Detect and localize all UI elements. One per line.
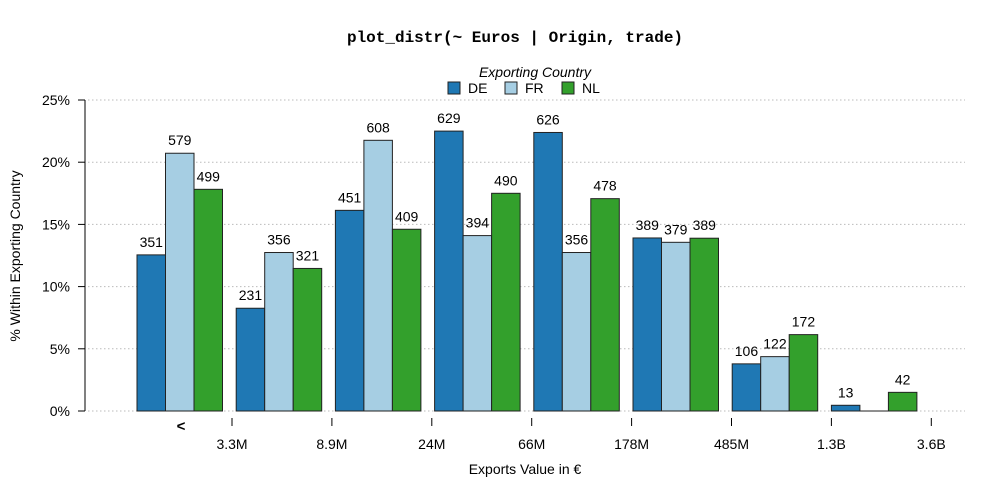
bar-value-label: 629 — [437, 110, 461, 126]
x-tick-label: 3.3M — [216, 436, 247, 452]
x-tick-label: 3.6B — [917, 436, 946, 452]
legend-label-DE: DE — [468, 80, 487, 96]
bar-DE-2 — [235, 307, 266, 412]
y-tick-label: 25% — [42, 92, 70, 108]
bar-value-label: 394 — [466, 215, 490, 231]
bar-NL-1 — [193, 188, 223, 412]
y-tick-label: 15% — [42, 216, 70, 232]
bar-value-label: 451 — [338, 189, 362, 205]
bar-DE-7 — [731, 363, 762, 412]
bar-value-label: 356 — [565, 232, 589, 248]
legend-swatch-DE — [447, 81, 461, 95]
bar-DE-3 — [334, 209, 365, 412]
bar-value-label: 379 — [664, 221, 688, 237]
y-tick-label: 10% — [42, 279, 70, 295]
x-tick-label: 66M — [518, 436, 545, 452]
bar-value-label: 351 — [140, 234, 164, 250]
bar-value-label: 409 — [395, 208, 419, 224]
legend-label-NL: NL — [582, 80, 600, 96]
y-tick-label: 0% — [50, 403, 70, 419]
x-tick-label: 485M — [714, 436, 749, 452]
bar-value-label: 231 — [239, 287, 263, 303]
bar-value-label: 172 — [792, 314, 816, 330]
bar-FR-3 — [363, 139, 393, 412]
bar-FR-1 — [165, 152, 195, 412]
legend-title: Exporting Country — [479, 64, 592, 80]
bar-FR-2 — [264, 252, 294, 412]
x-tick-label: 1.3B — [817, 436, 846, 452]
bar-value-label: 389 — [693, 217, 717, 233]
bar-value-label: 13 — [838, 384, 854, 400]
bar-value-label: 389 — [636, 217, 660, 233]
legend-swatch-NL — [561, 81, 575, 95]
bar-NL-6 — [689, 237, 719, 412]
y-axis-label: % Within Exporting Country — [7, 170, 23, 341]
bar-value-label: 626 — [536, 111, 560, 127]
bar-NL-7 — [788, 334, 819, 412]
first-bin-label: < — [177, 418, 186, 435]
x-tick-label: 178M — [614, 436, 649, 452]
x-tick-label: 24M — [418, 436, 445, 452]
x-axis-label: Exports Value in € — [469, 461, 582, 477]
bar-value-label: 579 — [168, 132, 192, 148]
chart-title: plot_distr(~ Euros | Origin, trade) — [347, 29, 683, 47]
bar-NL-2 — [292, 267, 323, 412]
bar-value-label: 608 — [366, 119, 390, 135]
legend-label-FR: FR — [525, 80, 544, 96]
bar-value-label: 106 — [735, 343, 759, 359]
bar-FR-5 — [561, 252, 592, 412]
bar-FR-4 — [462, 235, 493, 412]
bar-value-label: 321 — [296, 247, 320, 263]
bar-DE-4 — [434, 130, 464, 412]
bar-DE-5 — [533, 131, 563, 412]
bar-DE-6 — [632, 237, 662, 412]
bar-NL-5 — [590, 198, 620, 412]
bar-NL-4 — [491, 192, 521, 412]
bar-DE-1 — [136, 254, 166, 412]
legend-swatch-FR — [504, 81, 518, 95]
bar-FR-6 — [661, 241, 691, 412]
y-tick-label: 5% — [50, 341, 70, 357]
bar-FR-7 — [760, 356, 790, 412]
bar-value-label: 499 — [197, 168, 221, 184]
bar-NL-8 — [887, 391, 918, 412]
bar-value-label: 478 — [593, 178, 617, 194]
x-tick-label: 8.9M — [316, 436, 347, 452]
bar-value-label: 356 — [267, 232, 291, 248]
bar-NL-3 — [391, 228, 422, 412]
bar-DE-8 — [830, 404, 861, 412]
bar-value-label: 122 — [763, 336, 787, 352]
y-tick-label: 20% — [42, 154, 70, 170]
bar-value-label: 490 — [494, 172, 518, 188]
bar-value-label: 42 — [895, 371, 911, 387]
